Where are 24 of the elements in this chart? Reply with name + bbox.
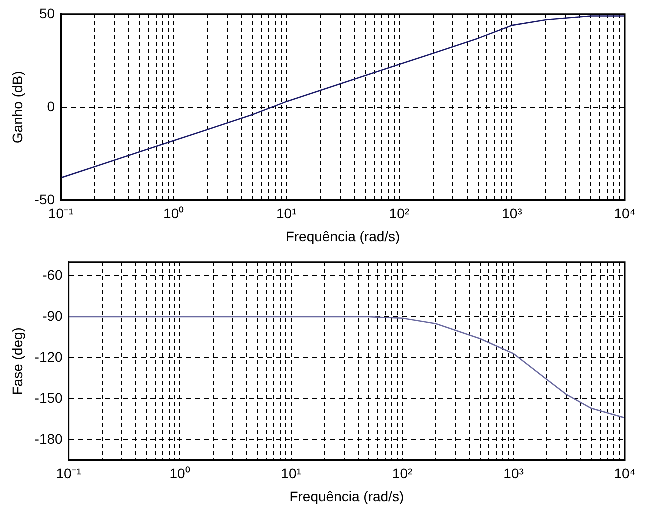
y-tick-label: 0: [47, 98, 56, 114]
y-tick-label: -180: [34, 430, 64, 447]
x-tick-label: 10⁴: [614, 466, 636, 482]
y-tick-label: -120: [34, 348, 64, 365]
x-axis-title: Frequência (rad/s): [286, 228, 400, 244]
x-tick-label: 10¹: [281, 466, 302, 482]
y-tick-label: -150: [34, 390, 64, 406]
x-tick-label: 10⁰: [170, 466, 190, 482]
y-tick-label: -60: [42, 266, 64, 283]
x-tick-label: 10³: [504, 466, 524, 482]
x-axis-title: Frequência (rad/s): [290, 488, 404, 504]
y-tick-label: -90: [42, 308, 64, 324]
x-tick-label: 10⁻¹: [56, 466, 82, 482]
x-tick-label: 10⁰: [164, 206, 184, 222]
y-tick-label: -50: [34, 191, 56, 208]
x-tick-label: 10⁻¹: [48, 206, 74, 222]
x-tick-label: 10²: [392, 466, 413, 482]
x-tick-label: 10¹: [276, 206, 298, 222]
y-tick-label: 50: [39, 5, 56, 22]
x-tick-label: 10²: [389, 206, 410, 222]
y-axis-title: Ganho (dB): [9, 71, 26, 144]
x-tick-label: 10⁴: [614, 206, 636, 222]
y-axis-title: Fase (deg): [9, 328, 26, 396]
x-tick-label: 10³: [502, 206, 523, 222]
